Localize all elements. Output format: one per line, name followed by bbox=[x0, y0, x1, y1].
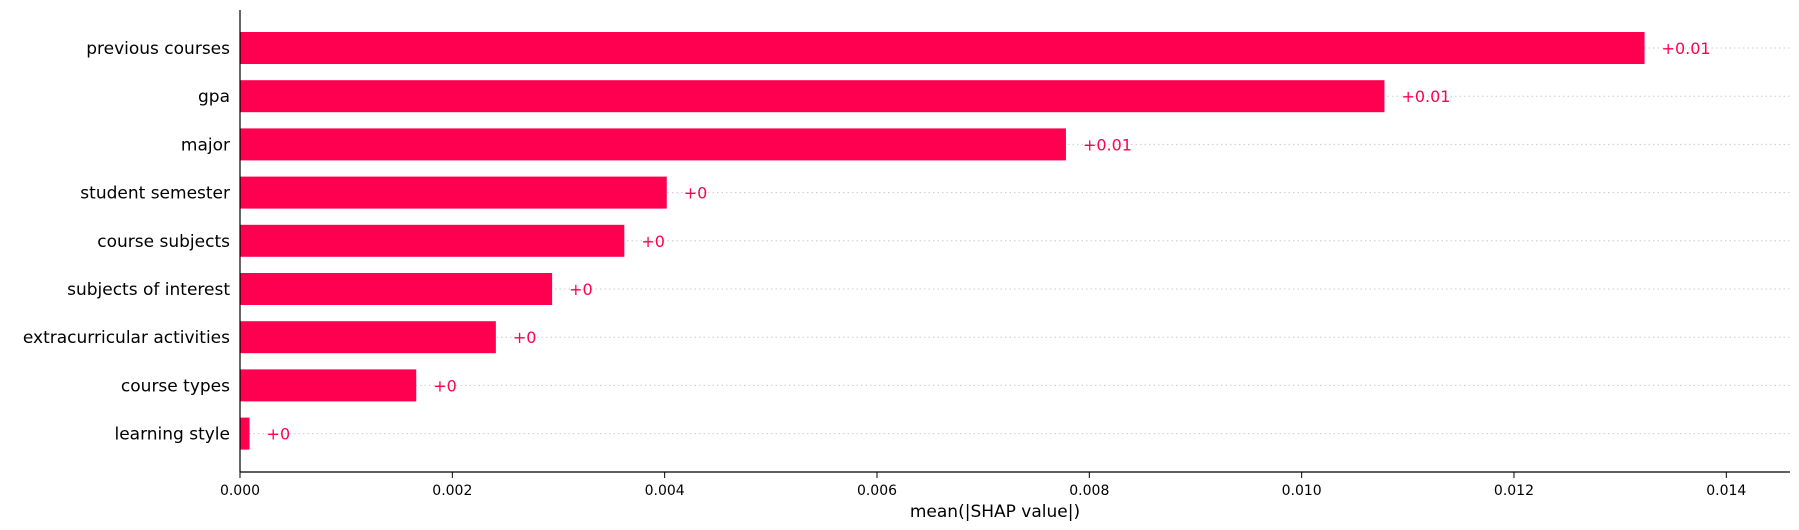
category-label: student semester bbox=[80, 184, 230, 204]
category-label: course subjects bbox=[97, 232, 230, 252]
x-tick-label: 0.006 bbox=[857, 483, 897, 499]
bar bbox=[240, 321, 496, 354]
x-tick-label: 0.012 bbox=[1494, 483, 1534, 499]
bar bbox=[240, 80, 1385, 113]
data-labels: +0.01 +0.01 +0.01 +0 +0 +0 +0 +0 +0 bbox=[267, 39, 1711, 444]
x-tick-label: 0.004 bbox=[645, 483, 685, 499]
data-label: +0 bbox=[267, 425, 291, 444]
category-label: subjects of interest bbox=[67, 280, 230, 300]
bars bbox=[240, 32, 1645, 450]
data-label: +0 bbox=[569, 280, 593, 299]
x-axis-label: mean(|SHAP value|) bbox=[910, 502, 1080, 522]
bar bbox=[240, 417, 250, 450]
bar bbox=[240, 32, 1645, 64]
x-tick-label: 0.008 bbox=[1069, 483, 1109, 499]
bar bbox=[240, 224, 625, 257]
x-tick-label: 0.010 bbox=[1282, 483, 1322, 499]
category-label: learning style bbox=[114, 425, 230, 445]
data-label: +0.01 bbox=[1401, 87, 1450, 106]
data-label: +0 bbox=[641, 232, 665, 251]
category-label: extracurricular activities bbox=[23, 328, 230, 348]
bar bbox=[240, 176, 667, 209]
bar bbox=[240, 273, 553, 305]
x-tick-label: 0.014 bbox=[1706, 483, 1746, 499]
x-tick-label: 0.000 bbox=[220, 483, 260, 499]
data-label: +0 bbox=[433, 376, 457, 395]
category-label: gpa bbox=[198, 87, 230, 107]
data-label: +0.01 bbox=[1083, 135, 1132, 154]
bar bbox=[240, 369, 417, 402]
category-label: major bbox=[181, 135, 230, 155]
x-axis-ticks: 0.000 0.002 0.004 0.006 0.008 0.010 0.012 0.014 bbox=[220, 472, 1746, 499]
data-label: +0.01 bbox=[1662, 39, 1711, 58]
data-label: +0 bbox=[684, 184, 708, 203]
bar bbox=[240, 128, 1066, 161]
category-labels: previous courses gpa major student semester… bbox=[23, 39, 230, 445]
category-label: previous courses bbox=[86, 39, 230, 59]
data-label: +0 bbox=[513, 328, 537, 347]
category-label: course types bbox=[121, 376, 230, 396]
x-tick-label: 0.002 bbox=[432, 483, 472, 499]
